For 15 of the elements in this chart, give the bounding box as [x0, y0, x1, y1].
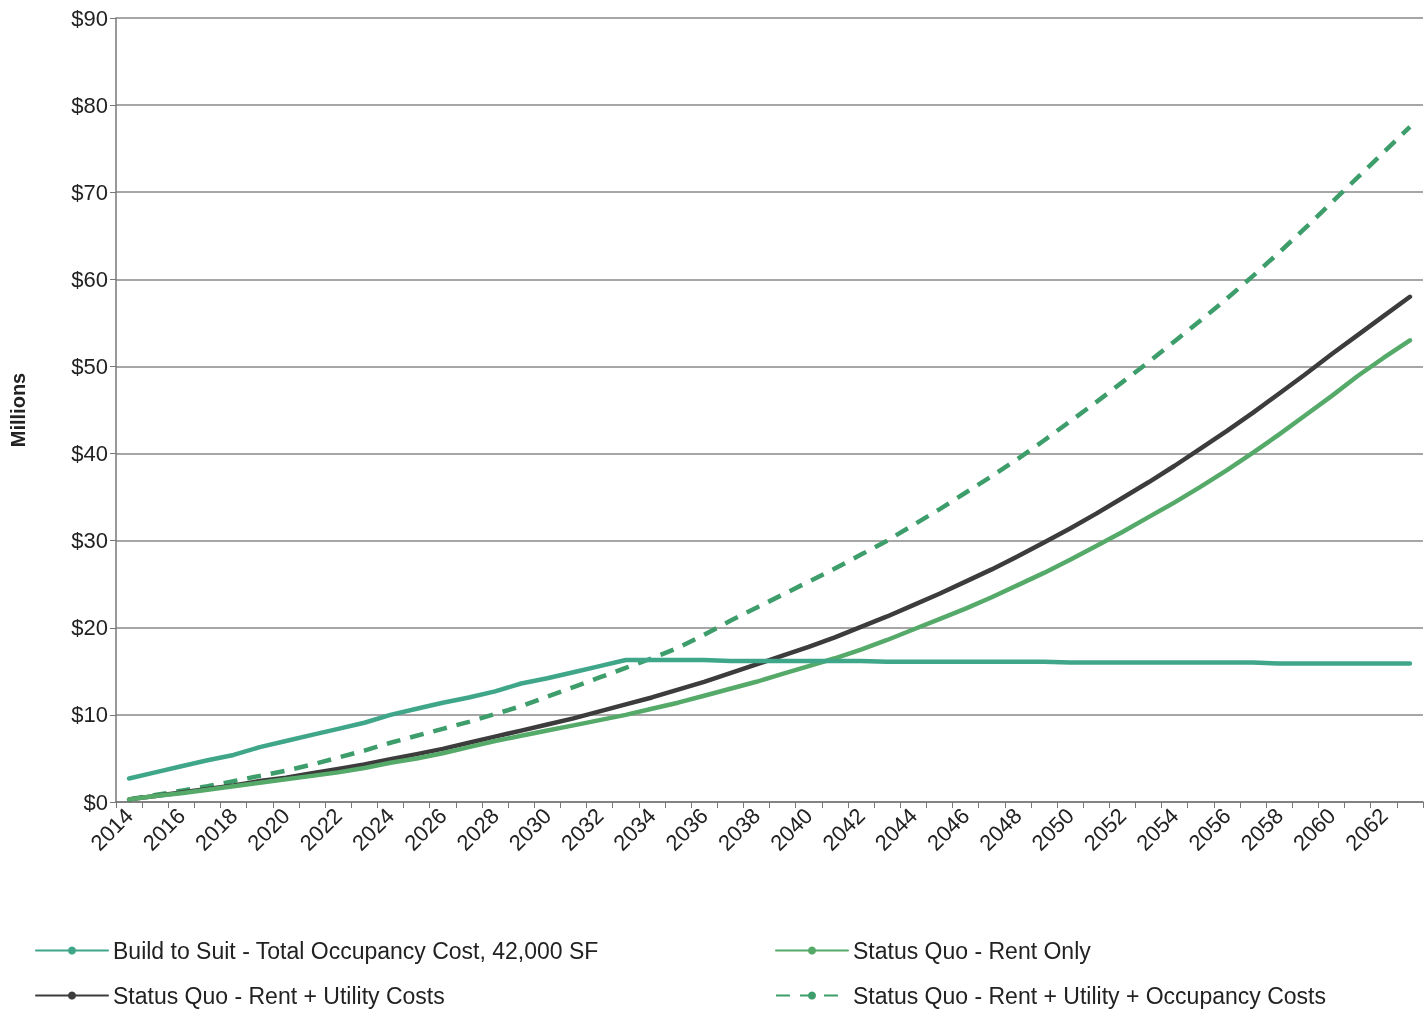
- legend-label: Status Quo - Rent + Utility Costs: [113, 982, 445, 1009]
- y-tick-label: $40: [71, 441, 108, 467]
- y-tick-label: $60: [71, 266, 108, 292]
- line-series: [126, 657, 1413, 781]
- legend-label: Status Quo - Rent + Utility + Occupancy Costs: [853, 982, 1326, 1009]
- legend-label: Status Quo - Rent Only: [853, 937, 1092, 964]
- y-tick-label: $20: [71, 615, 108, 641]
- y-tick-label: $70: [71, 179, 108, 205]
- legend-label: Build to Suit - Total Occupancy Cost, 42,000 SF: [113, 937, 599, 964]
- y-tick-label: $50: [71, 353, 108, 379]
- y-tick-label: $80: [71, 92, 108, 118]
- y-tick-label: $90: [71, 5, 108, 31]
- y-tick-label: $10: [71, 702, 108, 728]
- y-tick-label: $30: [71, 528, 108, 554]
- y-axis-title: Millions: [7, 372, 29, 448]
